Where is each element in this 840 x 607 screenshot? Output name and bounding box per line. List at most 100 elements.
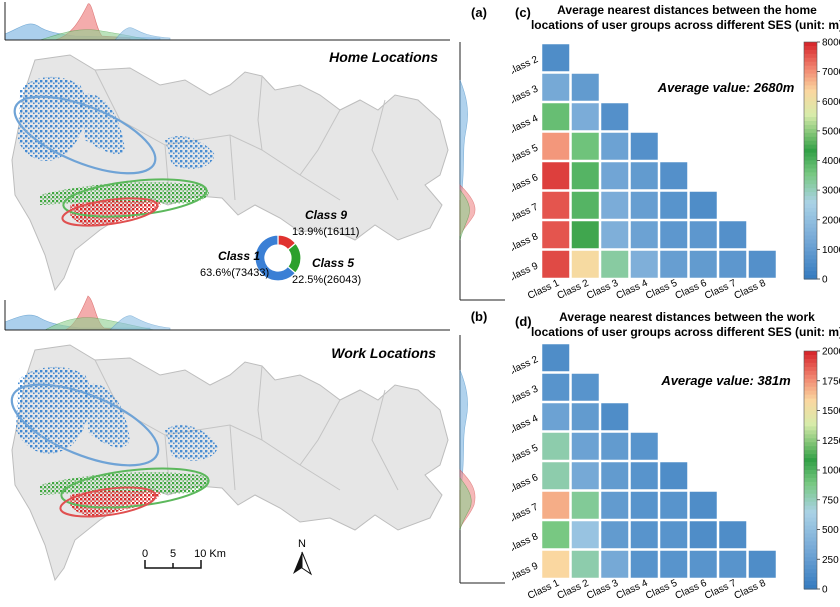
heat-c-colorbar-segment — [804, 259, 817, 264]
heat-d-colorbar-segment — [804, 581, 817, 586]
heat-d-cell-class8-class7 — [719, 521, 747, 549]
heat-d-col-label: Class 5 — [644, 578, 679, 602]
heat-d-cell-class3-class1 — [542, 373, 570, 401]
heat-c-cell-class4-class2 — [571, 103, 599, 131]
heat-c-colorbar-segment — [804, 251, 817, 256]
heat-d-colorbar-segment — [804, 481, 817, 487]
donut-slice-class1 — [254, 234, 297, 282]
heat-c-colorbar-segment — [804, 73, 817, 79]
heat-d-colorbar-segment — [804, 351, 817, 356]
heat-d-colorbar-label: 1500 — [822, 406, 840, 417]
heat-d-cell-class8-class3 — [601, 521, 629, 549]
heat-c-colorbar-segment — [804, 235, 817, 241]
heat-d-title-line-2: locations of user groups across differen… — [531, 325, 840, 339]
heatmap-work: (d) Average nearest distances between th… — [512, 310, 840, 602]
heat-d-cell-class8-class4 — [630, 521, 658, 549]
heat-c-cell-class7-class4 — [630, 191, 658, 219]
heat-d-cell-class5-class1 — [542, 432, 570, 460]
heat-d-cell-class9-class3 — [601, 550, 629, 578]
heat-d-row-label: Class 4 — [512, 413, 540, 437]
heat-c-colorbar-segment — [804, 207, 817, 213]
heat-c-row-label: Class 8 — [512, 231, 540, 255]
heat-d-colorbar-segment — [804, 533, 817, 539]
heat-c-colorbar-segment — [804, 223, 817, 229]
north-label: N — [298, 538, 306, 550]
work-x-density-plot — [4, 295, 450, 331]
heat-c-colorbar-segment — [804, 144, 817, 150]
heat-c-cell-class4-class3 — [601, 103, 629, 131]
heat-c-colorbar-segment — [804, 203, 817, 209]
heat-d-colorbar-segment — [804, 370, 817, 376]
heat-c-col-label: Class 7 — [703, 278, 738, 302]
heatmap-home: (c) Average nearest distances between th… — [512, 3, 840, 302]
heat-d-colorbar-segment — [804, 549, 817, 554]
heat-c-colorbar-segment — [804, 57, 817, 63]
heat-d-colorbar-segment — [804, 585, 817, 590]
heat-d-colorbar-segment — [804, 386, 817, 392]
heat-c-cell-class6-class3 — [601, 162, 629, 190]
heat-d-cell-class4-class3 — [601, 403, 629, 431]
heat-c-colorbar-segment — [804, 255, 817, 260]
heat-c-colorbar-segment — [804, 219, 817, 225]
heat-c-colorbar-segment — [804, 113, 817, 118]
heat-c-cell-class9-class6 — [689, 250, 717, 278]
heat-d-cell-class7-class3 — [601, 491, 629, 519]
heat-d-colorbar-segment — [804, 378, 817, 384]
heat-c-colorbar-segment — [804, 124, 817, 130]
heat-d-row-label: Class 3 — [512, 383, 540, 407]
home-map-title: Home Locations — [329, 49, 438, 65]
heat-c-colorbar-segment — [804, 227, 817, 233]
heat-c-cell-class7-class2 — [571, 191, 599, 219]
heat-d-cell-class8-class1 — [542, 521, 570, 549]
heat-c-colorbar-label: 8000 — [822, 38, 840, 49]
heat-c-colorbar-segment — [804, 152, 817, 158]
heat-d-colorbar-segment — [804, 513, 817, 519]
heat-d-colorbar-segment — [804, 569, 817, 574]
heat-d-colorbar-segment — [804, 545, 817, 550]
heat-d-cell-class9-class7 — [719, 550, 747, 578]
heat-d-colorbar-segment — [804, 366, 817, 372]
heat-c-colorbar-segment — [804, 160, 817, 166]
heat-c-colorbar-segment — [804, 243, 817, 248]
heat-d-colorbar-segment — [804, 462, 817, 467]
heat-c-col-label: Class 3 — [585, 278, 620, 302]
home-y-density-plot: (a) — [459, 5, 505, 301]
heat-c-cell-class7-class1 — [542, 191, 570, 219]
heat-c-colorbar-segment — [804, 215, 817, 221]
heat-c-colorbar-segment — [804, 200, 817, 205]
heat-c-colorbar-segment — [804, 239, 817, 245]
heat-d-colorbar-segment — [804, 489, 817, 495]
heat-c-colorbar-segment — [804, 93, 817, 98]
class-share-donut: Class 1 63.6%(73433) Class 9 13.9%(16111… — [200, 208, 361, 286]
heat-c-colorbar-label: 4000 — [822, 156, 840, 167]
heat-c-colorbar-label: 0 — [822, 275, 828, 286]
heat-c-colorbar-segment — [804, 172, 817, 177]
heat-c-cell-class7-class6 — [689, 191, 717, 219]
heat-c-col-label: Class 1 — [526, 278, 561, 302]
heat-d-colorbar-segment — [804, 434, 817, 439]
heat-d-cell-class5-class2 — [571, 432, 599, 460]
heat-d-colorbar-segment — [804, 509, 817, 515]
heat-c-colorbar-segment — [804, 180, 817, 185]
heat-c-colorbar-segment — [804, 168, 817, 173]
heat-c-colorbar-segment — [804, 89, 817, 94]
heat-c-cell-class8-class2 — [571, 221, 599, 249]
heat-d-colorbar-segment — [804, 537, 817, 542]
heat-c-colorbar-label: 6000 — [822, 97, 840, 108]
heat-c-cell-class5-class3 — [601, 132, 629, 160]
heat-c-cell-class9-class5 — [660, 250, 688, 278]
heat-c-colorbar-label: 3000 — [822, 186, 840, 197]
heat-d-colorbar-segment — [804, 422, 817, 427]
heat-c-colorbar-segment — [804, 164, 817, 169]
heat-d-cell-class9-class5 — [660, 550, 688, 578]
heat-d-col-label: Class 2 — [556, 578, 591, 602]
donut-value-class9: 13.9%(16111) — [292, 226, 359, 238]
heat-d-colorbar-segment — [804, 466, 817, 471]
heat-c-cell-class5-class2 — [571, 132, 599, 160]
heat-c-colorbar-segment — [804, 267, 817, 272]
heat-d-colorbar-label: 500 — [822, 525, 839, 536]
heat-c-colorbar-label: 7000 — [822, 67, 840, 78]
heat-d-col-label: Class 1 — [526, 578, 561, 602]
heat-c-cell-class4-class1 — [542, 103, 570, 131]
heat-c-row-label: Class 2 — [512, 54, 540, 78]
